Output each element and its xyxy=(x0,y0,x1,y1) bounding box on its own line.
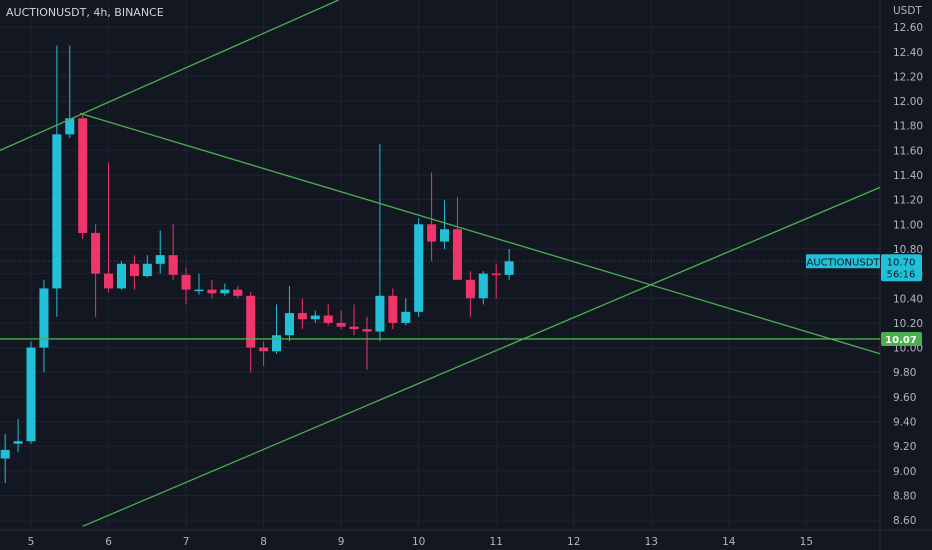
time-tick-label: 6 xyxy=(105,536,112,548)
price-tick-label: 9.60 xyxy=(893,392,916,404)
current-price-label: 10.70 xyxy=(887,257,916,268)
price-tick-label: 12.00 xyxy=(893,96,923,108)
candle-body[interactable] xyxy=(465,279,475,299)
price-tick-label: 12.20 xyxy=(893,71,923,83)
candle-body[interactable] xyxy=(142,263,152,277)
price-tick-label: 9.80 xyxy=(893,367,916,379)
candle-body[interactable] xyxy=(336,322,346,327)
price-tick-label: 10.40 xyxy=(893,293,923,305)
candle-body[interactable] xyxy=(246,295,256,348)
candle-body[interactable] xyxy=(52,134,62,289)
time-tick-label: 7 xyxy=(183,536,190,548)
candle-body[interactable] xyxy=(478,273,488,299)
candle-body[interactable] xyxy=(452,229,462,280)
candle-body[interactable] xyxy=(155,255,165,264)
time-tick-label: 9 xyxy=(338,536,345,548)
price-tick-label: 12.40 xyxy=(893,47,923,59)
candle-body[interactable] xyxy=(259,347,269,352)
time-tick-label: 14 xyxy=(722,536,736,548)
price-tick-label: 10.80 xyxy=(893,244,923,256)
price-tick-label: 8.80 xyxy=(893,490,916,502)
price-tick-label: 11.00 xyxy=(893,219,923,231)
chart-title: AUCTIONUSDT, 4h, BINANCE xyxy=(6,6,164,19)
level-price-label: 10.07 xyxy=(885,335,917,346)
time-tick-label: 13 xyxy=(645,536,658,548)
candle-body[interactable] xyxy=(0,449,10,459)
candle-body[interactable] xyxy=(427,224,437,242)
candle-body[interactable] xyxy=(13,441,23,444)
candle-body[interactable] xyxy=(194,289,204,292)
price-tick-label: 12.60 xyxy=(893,22,923,34)
time-tick-label: 12 xyxy=(567,536,580,548)
price-tick-label: 11.80 xyxy=(893,121,923,133)
price-tick-label: 8.60 xyxy=(893,515,916,527)
time-tick-label: 11 xyxy=(490,536,503,548)
candle-body[interactable] xyxy=(323,315,333,323)
candle-body[interactable] xyxy=(349,326,359,330)
candle-body[interactable] xyxy=(116,263,126,289)
candle-body[interactable] xyxy=(297,313,307,320)
candle-body[interactable] xyxy=(181,274,191,290)
rising-support[interactable] xyxy=(82,186,881,527)
candle-body[interactable] xyxy=(129,263,139,277)
candle-body[interactable] xyxy=(310,315,320,320)
candle-body[interactable] xyxy=(440,229,450,242)
price-tick-label: 9.00 xyxy=(893,466,916,478)
candle-body[interactable] xyxy=(26,347,36,442)
descending-resistance[interactable] xyxy=(79,112,881,355)
candle-body[interactable] xyxy=(375,295,385,332)
candle-body[interactable] xyxy=(504,261,514,275)
candle-body[interactable] xyxy=(491,273,501,276)
candle-body[interactable] xyxy=(284,313,294,336)
level-price-badge xyxy=(881,331,922,346)
candle-body[interactable] xyxy=(104,273,114,289)
price-tick-label: 9.40 xyxy=(893,417,916,429)
candle-body[interactable] xyxy=(233,289,243,296)
candle-body[interactable] xyxy=(362,329,372,332)
candle-countdown-label: 56:16 xyxy=(887,269,916,280)
time-tick-label: 15 xyxy=(800,536,813,548)
price-tick-label: 11.20 xyxy=(893,195,923,207)
symbol-badge xyxy=(806,254,880,269)
currency-label: USDT xyxy=(893,5,922,17)
time-tick-label: 10 xyxy=(412,536,425,548)
candle-body[interactable] xyxy=(207,289,217,294)
candle-body[interactable] xyxy=(388,295,398,323)
current-price-badge xyxy=(881,254,922,282)
candle-body[interactable] xyxy=(91,232,101,274)
candle-body[interactable] xyxy=(414,224,424,312)
price-tick-label: 11.40 xyxy=(893,170,923,182)
candle-body[interactable] xyxy=(401,311,411,323)
price-tick-label: 9.20 xyxy=(893,441,916,453)
candle-body[interactable] xyxy=(65,118,75,135)
candle-body[interactable] xyxy=(272,335,282,352)
candle-body[interactable] xyxy=(168,255,178,275)
price-tick-label: 11.60 xyxy=(893,145,923,157)
symbol-badge-label: AUCTIONUSDT xyxy=(806,257,880,268)
candle-body[interactable] xyxy=(220,289,230,294)
time-tick-label: 8 xyxy=(260,536,267,548)
candle-body[interactable] xyxy=(78,118,88,233)
candle-body[interactable] xyxy=(39,288,49,348)
price-tick-label: 10.20 xyxy=(893,318,923,330)
upper-rising-trendline[interactable] xyxy=(0,0,339,151)
time-tick-label: 5 xyxy=(28,536,35,548)
